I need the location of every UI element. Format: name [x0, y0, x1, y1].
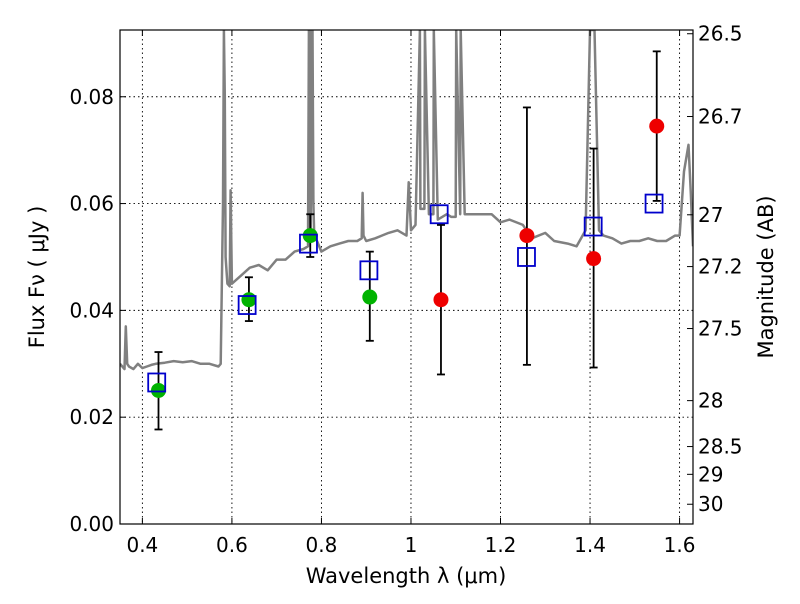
axis-ticks: 0.4 0.6 0.8 1 1.2 1.4 1.6 0.00 0.02 0.04 0.06 0.08 2…	[69, 22, 742, 557]
x-tick-label: 1.4	[574, 533, 606, 557]
right-tick-label: 30	[698, 492, 723, 516]
x-tick-label: 1.2	[485, 533, 517, 557]
model-photometry-point	[299, 233, 318, 254]
observed-point	[586, 251, 602, 267]
model-spectrum-line	[120, 30, 693, 371]
y-tick-label: 0.04	[69, 298, 114, 322]
right-tick-label: 28	[698, 389, 723, 413]
y-tick-label: 0.06	[69, 192, 114, 216]
grid-lines	[120, 30, 693, 524]
model-spectrum-layer	[120, 30, 693, 371]
x-tick-label: 1.6	[664, 533, 696, 557]
observed-point	[649, 118, 665, 134]
observed-point	[433, 292, 449, 308]
right-tick-label: 26.5	[698, 22, 743, 46]
plot-frame	[119, 29, 694, 525]
y-tick-label: 0.02	[69, 405, 114, 429]
x-axis-title: Wavelength λ (μm)	[306, 564, 507, 588]
model-photometry-point	[429, 204, 449, 225]
x-tick-label: 1	[405, 533, 418, 557]
x-tick-label: 0.4	[126, 533, 158, 557]
observed-point-layer	[150, 118, 665, 398]
right-tick-label: 29	[698, 462, 723, 486]
right-tick-label: 28.5	[698, 435, 743, 459]
right-tick-label: 27.5	[698, 317, 743, 341]
right-tick-label: 26.7	[698, 105, 743, 129]
model-photometry-point	[644, 193, 664, 214]
model-photometry-point	[517, 247, 536, 267]
model-photometry-point	[147, 372, 167, 393]
observed-point	[241, 292, 257, 308]
model-photometry-layer	[147, 193, 664, 393]
observed-point	[519, 228, 535, 244]
y-tick-label: 0.08	[69, 85, 114, 109]
y-tick-label: 0.00	[69, 512, 114, 536]
x-tick-label: 0.6	[216, 533, 248, 557]
right-tick-label: 27	[698, 203, 723, 227]
y-axis-title: Flux Fν ( μJy )	[25, 206, 49, 349]
model-photometry-point	[583, 216, 603, 237]
model-photometry-point	[359, 260, 379, 281]
observed-point	[302, 228, 318, 244]
model-photometry-point	[237, 295, 257, 315]
x-tick-label: 0.8	[306, 533, 338, 557]
observed-point	[362, 289, 378, 305]
right-axis-title: Magnitude (AB)	[754, 195, 778, 358]
observed-point	[150, 382, 166, 398]
right-tick-label: 27.2	[698, 255, 743, 279]
